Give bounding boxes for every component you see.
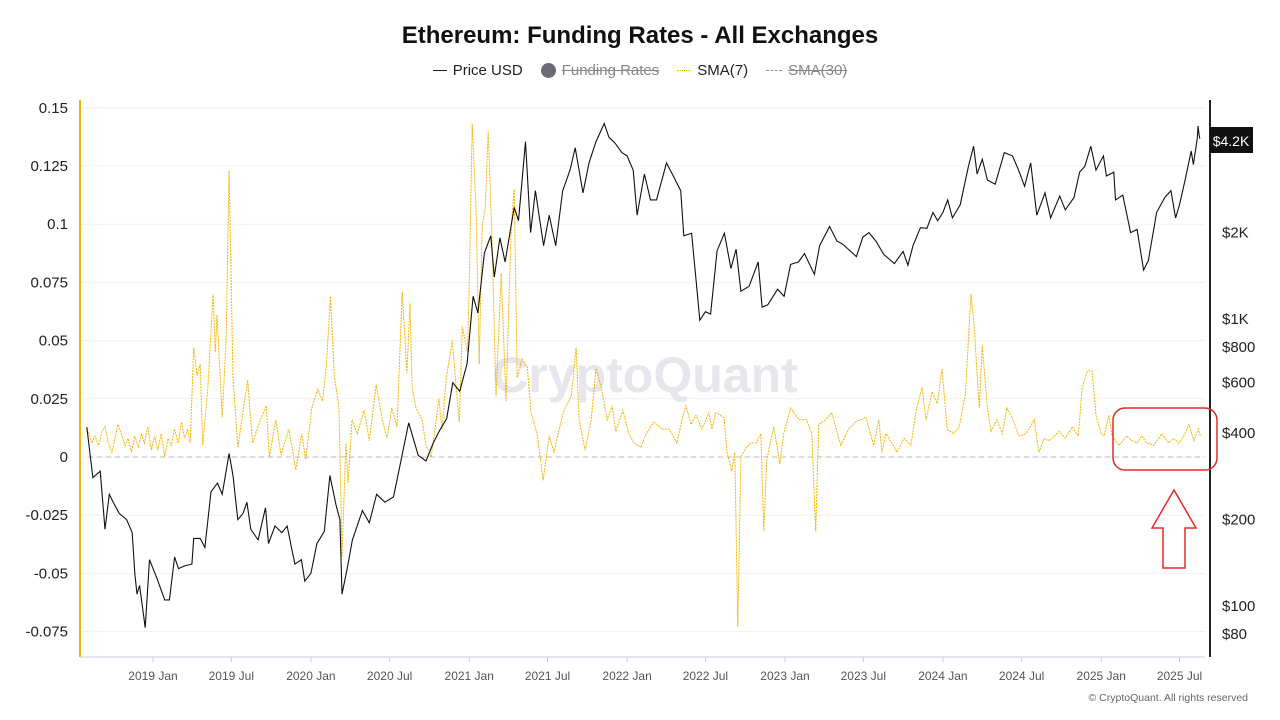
right-tick-label: $100: [1222, 598, 1255, 615]
sma7-line: [87, 124, 1201, 627]
left-tick-label: 0.125: [30, 158, 68, 175]
right-tick-label: $200: [1222, 512, 1255, 529]
price-line: [86, 122, 1201, 628]
legend-item-funding-rates[interactable]: Funding Rates: [540, 62, 660, 79]
x-tick-label: 2024 Jul: [999, 669, 1044, 683]
gridlines: [82, 107, 1205, 633]
x-tick-label: 2019 Jul: [209, 669, 254, 683]
x-tick-label: 2023 Jul: [841, 669, 886, 683]
right-tick-label: $600: [1222, 375, 1255, 392]
solid-line-icon: [432, 70, 447, 71]
left-tick-label: 0.15: [39, 100, 68, 117]
copyright-footer: © CryptoQuant. All rights reserved: [1088, 692, 1248, 704]
left-tick-label: 0.05: [39, 333, 68, 350]
dotted-line-icon: [677, 70, 692, 71]
x-tick-label: 2024 Jan: [918, 669, 967, 683]
right-tick-label: $80: [1222, 626, 1247, 643]
legend-label: SMA(7): [697, 62, 749, 79]
chart-title: Ethereum: Funding Rates - All Exchanges: [401, 22, 879, 49]
right-tick-label: $2K: [1222, 225, 1249, 242]
x-tick-label: 2025 Jan: [1077, 669, 1126, 683]
x-tick-label: 2025 Jul: [1157, 669, 1202, 683]
left-tick-label: -0.05: [34, 565, 68, 582]
highlight-box: [1112, 407, 1218, 471]
watermark: CryptoQuant: [492, 347, 798, 403]
current-price-badge: [1210, 127, 1253, 153]
legend-item-price[interactable]: Price USD: [432, 62, 523, 79]
left-tick-label: 0.025: [30, 391, 68, 408]
dashed-line-icon: [766, 70, 783, 71]
x-tick-label: 2020 Jul: [367, 669, 412, 683]
left-tick-label: 0: [60, 449, 68, 466]
x-tick-label: 2023 Jan: [760, 669, 809, 683]
legend-item-sma7[interactable]: SMA(7): [677, 62, 748, 79]
up-arrow-icon: [1150, 488, 1198, 569]
legend-item-sma30[interactable]: SMA(30): [766, 62, 847, 79]
x-tick-label: 2021 Jul: [525, 669, 570, 683]
legend-label: Price USD: [452, 62, 523, 79]
left-tick-label: -0.025: [25, 507, 68, 524]
left-tick-label: -0.075: [25, 624, 68, 641]
left-tick-label: 0.1: [47, 216, 68, 233]
x-tick-label: 2022 Jul: [683, 669, 728, 683]
legend-label: SMA(30): [788, 62, 848, 79]
left-tick-label: 0.075: [30, 274, 68, 291]
right-tick-label: $400: [1222, 425, 1255, 442]
circle-icon: [540, 63, 556, 78]
x-tick-label: 2020 Jan: [286, 669, 335, 683]
x-tick-label: 2021 Jan: [445, 669, 494, 683]
current-price-label: $4.2K: [1213, 133, 1250, 149]
x-tick-label: 2019 Jan: [128, 669, 177, 683]
legend-label: Funding Rates: [561, 62, 660, 79]
right-tick-label: $800: [1222, 339, 1255, 356]
legend: Price USD Funding Rates SMA(7) SMA(30): [0, 62, 1280, 79]
right-tick-label: $1K: [1222, 311, 1249, 328]
x-tick-label: 2022 Jan: [602, 669, 651, 683]
